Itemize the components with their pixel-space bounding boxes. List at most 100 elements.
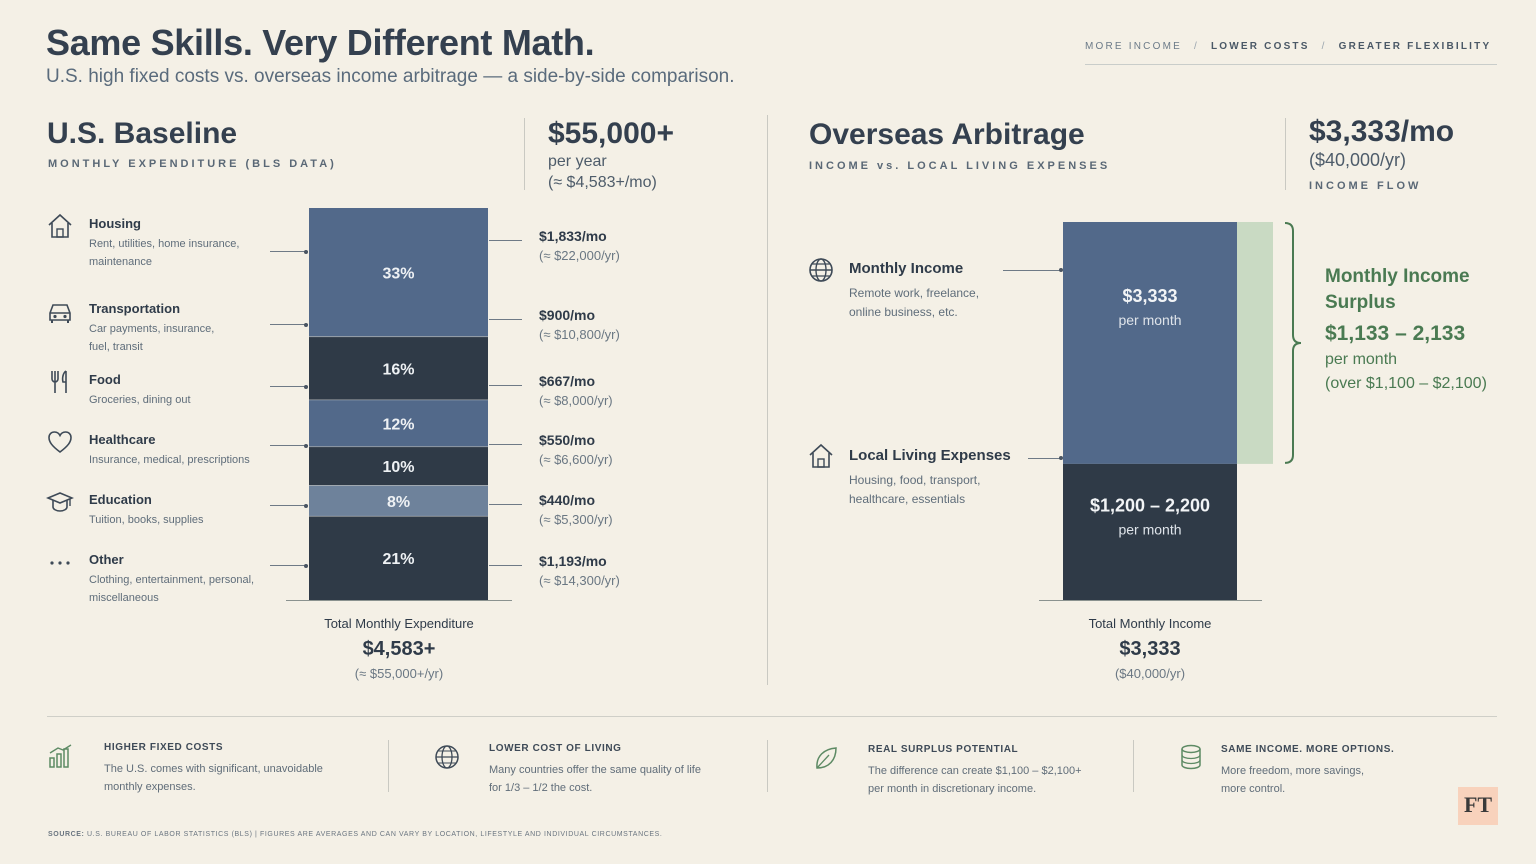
footer-desc-4a: More freedom, more savings,	[1221, 765, 1365, 777]
footer-desc-1a: The U.S. comes with significant, unavoid…	[104, 763, 323, 775]
category-leader-food	[270, 386, 308, 387]
source-text: U.S. BUREAU OF LABOR STATISTICS (BLS) | …	[87, 831, 663, 838]
us-stacked-bar: 33% 16% 12% 10% 8% 21%	[309, 208, 488, 600]
house-icon	[48, 213, 72, 238]
category-leader-housing	[270, 251, 308, 252]
footer-separator	[767, 740, 768, 792]
value-leader-housing	[489, 240, 522, 241]
us-header-divider	[524, 118, 525, 190]
expense-desc-line-2: healthcare, essentials	[849, 492, 966, 506]
value-leader-food	[489, 385, 522, 386]
footer-title-1: HIGHER FIXED COSTS	[104, 742, 224, 753]
footer-separator	[388, 740, 389, 792]
source-note: SOURCE: U.S. BUREAU OF LABOR STATISTICS …	[48, 831, 662, 838]
category-desc-housing: maintenance	[89, 256, 152, 268]
surplus-value: $1,133 – 2,133	[1325, 322, 1466, 345]
overseas-stacked-bar: $3,333 per month $1,200 – 2,200 per month	[1063, 222, 1302, 600]
us-annual-unit: per year	[548, 153, 607, 170]
value-leader-healthcare	[489, 444, 522, 445]
annual-value-food: (≈ $8,000/yr)	[539, 393, 613, 408]
bar-chart-icon	[49, 744, 72, 768]
income-leader	[1003, 270, 1061, 271]
category-name-transportation: Transportation	[89, 301, 181, 316]
leaf-icon	[816, 747, 837, 769]
expense-name: Local Living Expenses	[849, 447, 1011, 464]
category-leader-other	[270, 565, 308, 566]
annual-value-education: (≈ $5,300/yr)	[539, 512, 613, 527]
footer-desc-4b: more control.	[1221, 783, 1286, 795]
bar-segment-food	[309, 399, 488, 447]
ft-logo: FT	[1458, 787, 1498, 825]
overseas-bar-baseline	[1039, 600, 1262, 601]
category-desc-other: miscellaneous	[89, 592, 159, 604]
bar-percent-label-food: 12%	[382, 416, 414, 433]
category-leader-dot	[304, 503, 308, 508]
footer-desc-1b: monthly expenses.	[104, 781, 196, 793]
income-segment-sub: per month	[1118, 312, 1181, 328]
page-title: Same Skills. Very Different Math.	[46, 22, 595, 63]
monthly-value-education: $440/mo	[539, 492, 596, 508]
value-leader-other	[489, 565, 522, 566]
surplus-note: (over $1,100 – $2,100)	[1325, 375, 1487, 392]
category-name-healthcare: Healthcare	[89, 432, 156, 447]
bar-percent-label-other: 21%	[382, 551, 414, 568]
bar-segment-other	[309, 516, 488, 600]
category-leader-dot	[304, 322, 308, 327]
overseas-total-value: $3,333	[1119, 638, 1181, 660]
surplus-title-line-2: Surplus	[1325, 292, 1396, 313]
category-leader-healthcare	[270, 445, 308, 446]
surplus-band	[1237, 222, 1273, 464]
category-desc-transportation: Car payments, insurance,	[89, 323, 215, 335]
category-name-food: Food	[89, 372, 121, 387]
footer-desc-3a: The difference can create $1,100 – $2,10…	[868, 765, 1082, 777]
nav-separator: /	[1321, 41, 1327, 52]
us-total-annual: (≈ $55,000+/yr)	[354, 666, 444, 681]
top-nav: MORE INCOME / LOWER COSTS / GREATER FLEXIBIL…	[1085, 41, 1497, 52]
overseas-total-annual: ($40,000/yr)	[1114, 666, 1186, 681]
overseas-section-title: Overseas Arbitrage	[809, 118, 1085, 151]
category-leader-dot	[304, 563, 308, 568]
annual-value-housing: (≈ $22,000/yr)	[539, 248, 620, 263]
nav-item-greater-flexibility[interactable]: GREATER FLEXIBILITY	[1338, 41, 1492, 52]
footer-title-2: LOWER COST OF LIVING	[489, 743, 622, 754]
overseas-annual-income: ($40,000/yr)	[1309, 150, 1407, 170]
bar-percent-label-transportation: 16%	[382, 361, 414, 378]
nav-item-lower-costs[interactable]: LOWER COSTS	[1210, 41, 1310, 52]
expense-desc-line-1: Housing, food, transport,	[849, 473, 981, 487]
category-leader-education	[270, 505, 308, 506]
nav-item-more-income[interactable]: MORE INCOME	[1085, 41, 1182, 52]
monthly-value-food: $667/mo	[539, 373, 596, 389]
source-label: SOURCE:	[48, 831, 85, 838]
expense-segment	[1063, 463, 1237, 600]
annual-value-transportation: (≈ $10,800/yr)	[539, 327, 620, 342]
category-desc-other: Clothing, entertainment, personal,	[89, 574, 255, 586]
category-desc-food: Groceries, dining out	[89, 394, 191, 406]
us-bar-baseline	[286, 600, 512, 601]
income-segment-label: $3,333	[1122, 286, 1177, 306]
page-subtitle: U.S. high fixed costs vs. overseas incom…	[46, 66, 735, 87]
footer-title-3: REAL SURPLUS POTENTIAL	[868, 744, 1019, 755]
category-leader-transportation	[270, 324, 308, 325]
monthly-value-housing: $1,833/mo	[539, 228, 607, 244]
category-leader-dot	[304, 443, 308, 448]
category-desc-housing: Rent, utilities, home insurance,	[89, 238, 240, 250]
us-total-value: $4,583+	[362, 638, 436, 660]
income-name: Monthly Income	[849, 260, 964, 277]
category-leader-dot	[304, 249, 308, 254]
surplus-bracket	[1284, 222, 1302, 464]
globe-icon	[809, 258, 833, 282]
expense-leader-dot	[1059, 456, 1063, 460]
income-desc-line-1: Remote work, freelance,	[849, 286, 980, 300]
footer-desc-3b: per month in discretionary income.	[868, 783, 1037, 795]
graduation-cap-icon	[46, 492, 74, 512]
dots-icon	[50, 561, 70, 565]
us-annual-monthly: (≈ $4,583+/mo)	[548, 174, 657, 191]
footer-desc-2b: for 1/3 – 1/2 the cost.	[489, 782, 593, 794]
monthly-value-transportation: $900/mo	[539, 307, 596, 323]
footer-desc-2a: Many countries offer the same quality of…	[489, 764, 701, 776]
section-divider	[767, 115, 768, 685]
income-desc-line-2: online business, etc.	[849, 305, 958, 319]
category-desc-healthcare: Insurance, medical, prescriptions	[89, 454, 250, 466]
bar-percent-label-housing: 33%	[382, 265, 414, 282]
surplus-title-line-1: Monthly Income	[1325, 266, 1470, 287]
